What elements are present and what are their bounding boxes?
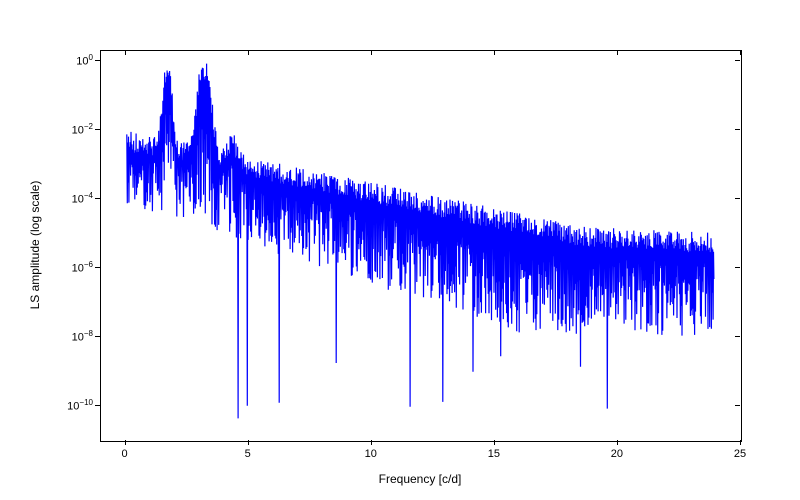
y-tick-label: 10−8 [55, 329, 93, 344]
x-tick-mark [248, 440, 249, 445]
y-axis-label: LS amplitude (log scale) [28, 165, 42, 325]
x-tick-mark-top [371, 50, 372, 55]
x-tick-mark-top [248, 50, 249, 55]
x-axis-label: Frequency [c/d] [360, 472, 480, 486]
y-tick-mark [95, 60, 100, 61]
x-tick-mark [740, 440, 741, 445]
y-tick-mark [95, 129, 100, 130]
y-tick-mark [95, 198, 100, 199]
x-tick-mark-top [125, 50, 126, 55]
x-tick-mark-top [617, 50, 618, 55]
periodogram-chart: 0 5 10 15 20 25 10−10 10−8 10−6 10−4 10−2 100 Freq… [0, 0, 800, 500]
y-tick-label: 10−2 [55, 122, 93, 137]
y-tick-label: 10−6 [55, 260, 93, 275]
y-tick-label: 10−4 [55, 191, 93, 206]
y-tick-mark [95, 405, 100, 406]
x-tick-label: 15 [488, 448, 500, 460]
x-tick-mark-top [494, 50, 495, 55]
spectrum-path [127, 64, 714, 419]
x-tick-label: 25 [734, 448, 746, 460]
plot-area [100, 50, 742, 442]
y-tick-mark-right [735, 267, 740, 268]
x-tick-mark [617, 440, 618, 445]
x-tick-label: 0 [122, 448, 128, 460]
y-tick-label: 100 [55, 53, 93, 68]
x-tick-label: 5 [245, 448, 251, 460]
x-tick-mark [494, 440, 495, 445]
y-tick-mark-right [735, 336, 740, 337]
y-tick-mark-right [735, 198, 740, 199]
spectrum-line [101, 51, 741, 441]
x-tick-mark [125, 440, 126, 445]
y-tick-mark [95, 267, 100, 268]
y-tick-mark-right [735, 129, 740, 130]
x-tick-mark-top [740, 50, 741, 55]
y-tick-mark-right [735, 405, 740, 406]
x-tick-label: 10 [365, 448, 377, 460]
y-tick-label: 10−10 [55, 398, 93, 413]
x-tick-label: 20 [611, 448, 623, 460]
y-tick-mark-right [735, 60, 740, 61]
y-tick-mark [95, 336, 100, 337]
x-tick-mark [371, 440, 372, 445]
